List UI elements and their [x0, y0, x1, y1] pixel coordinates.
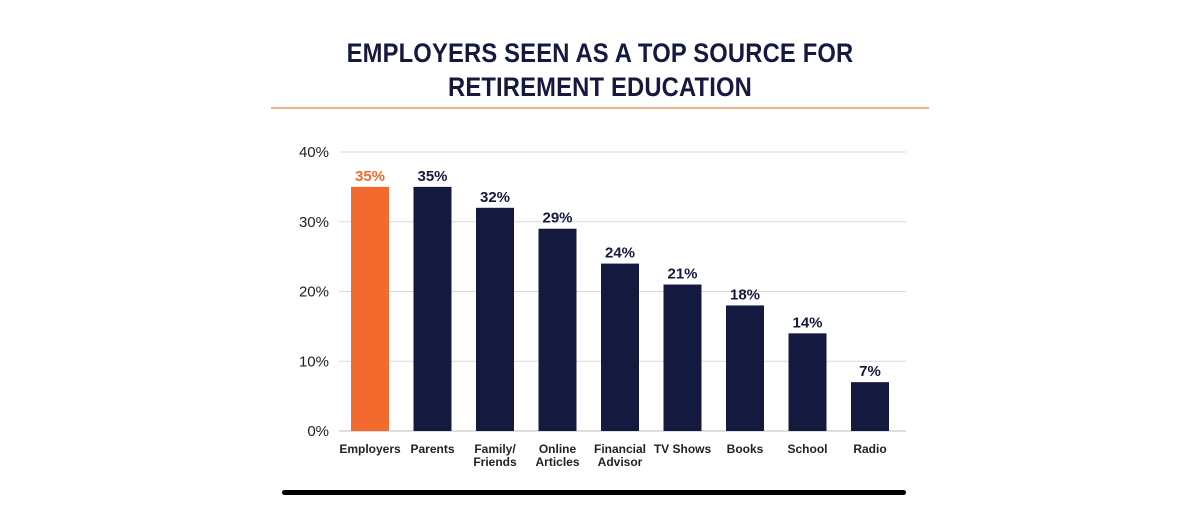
bar [663, 284, 702, 431]
bar-value-label: 35% [417, 168, 447, 185]
category-label: Employers [339, 442, 401, 456]
category-label: School [787, 442, 827, 456]
category-label: Books [727, 442, 764, 456]
bar [413, 186, 452, 431]
bar-value-label: 18% [730, 286, 760, 303]
category-label: Online Articles [535, 442, 579, 469]
bar-value-label: 29% [542, 210, 572, 227]
y-tick-label: 0% [307, 423, 329, 440]
category-labels: Employers Parents Family/Friends Online Arti… [339, 442, 886, 469]
category-label: Radio [853, 442, 886, 456]
value-labels: 35% 35% 32% 29% 24% 21% 18% 14% 7% [355, 168, 881, 380]
bar-value-label: 21% [667, 266, 697, 283]
bar [538, 228, 577, 431]
chart-title-line-2: RETIREMENT EDUCATION [447, 72, 753, 102]
category-label: Family/Friends [473, 442, 517, 469]
bar-value-label: 35% [355, 168, 385, 185]
category-label: Financial Advisor [594, 442, 646, 469]
bar-value-label: 7% [859, 363, 881, 380]
category-label: Parents [410, 442, 454, 456]
y-tick-label: 20% [299, 284, 329, 301]
bottom-divider [282, 490, 906, 495]
title-divider [271, 107, 929, 109]
y-tick-label: 40% [299, 144, 329, 161]
bar-value-label: 32% [480, 189, 510, 206]
y-tick-label: 10% [299, 353, 329, 370]
bar [476, 207, 514, 431]
y-tick-label: 30% [299, 214, 329, 231]
bar [851, 382, 889, 431]
y-axis-ticks: 0% 10% 20% 30% 40% [299, 144, 329, 440]
bar [351, 186, 389, 431]
bar [788, 333, 827, 431]
bar [601, 263, 639, 431]
bars [351, 186, 889, 431]
chart-title: EMPLOYERS SEEN AS A TOP SOURCE FOR RETIR… [72, 36, 1128, 104]
category-label: TV Shows [654, 442, 712, 456]
chart-title-line-1: EMPLOYERS SEEN AS A TOP SOURCE FOR [346, 38, 854, 68]
bar [726, 305, 764, 431]
bar-value-label: 14% [792, 314, 822, 331]
bar-value-label: 24% [605, 245, 635, 262]
